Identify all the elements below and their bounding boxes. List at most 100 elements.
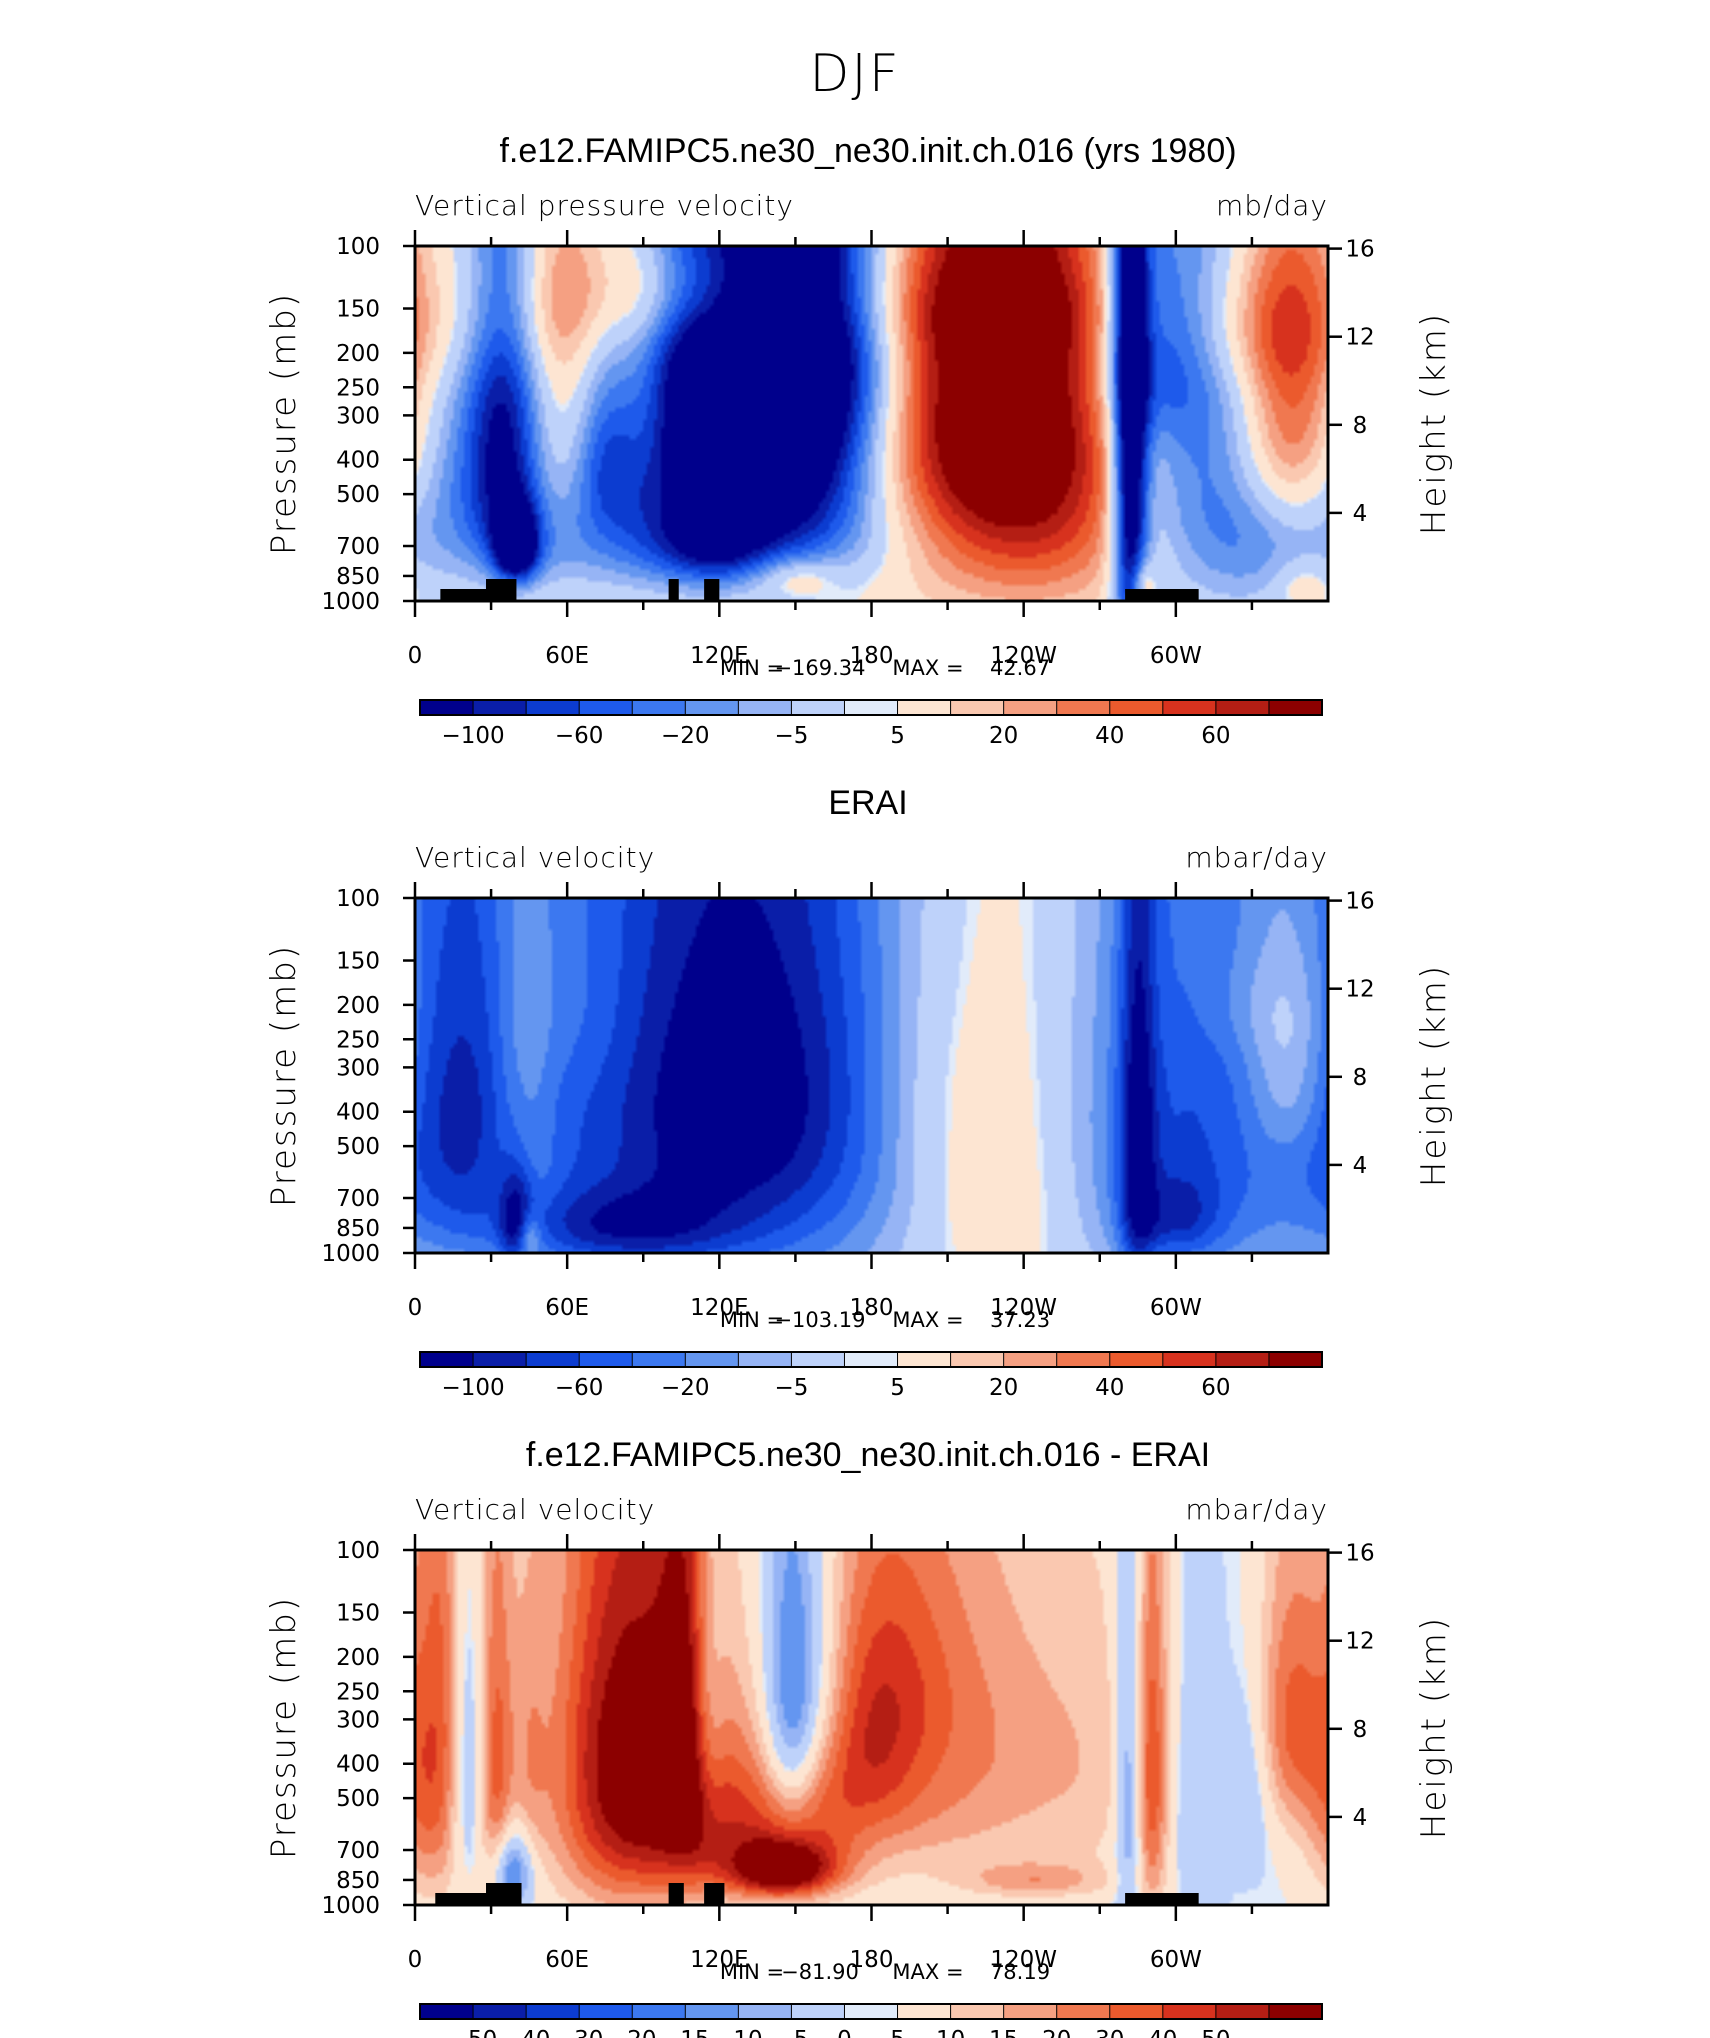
colorbar-swatch (525, 2003, 581, 2020)
x-tick-label: 60W (1150, 1295, 1202, 1321)
y-tick-label: 250 (336, 1027, 380, 1053)
y-tick-label: 200 (336, 993, 380, 1019)
colorbar-swatch (684, 1351, 740, 1368)
y-tick-label: 850 (336, 564, 380, 590)
max-label: MAX = (892, 1308, 963, 1332)
y-tick-label: 100 (336, 886, 380, 912)
colorbar-swatch (472, 1351, 528, 1368)
colorbar-label: 50 (1201, 2027, 1230, 2038)
colorbar-label: 30 (1095, 2027, 1124, 2038)
colorbar-swatch (525, 699, 581, 716)
colorbar-swatch (1215, 1351, 1270, 1368)
colorbar-swatch (684, 699, 740, 716)
colorbar-swatch (1056, 699, 1111, 716)
y-tick-label: 500 (336, 482, 380, 508)
y-tick-label: 100 (336, 1538, 380, 1564)
colorbar-frame (419, 699, 1323, 716)
x-tick-label: 180 (850, 1947, 894, 1973)
colorbar-swatch (950, 2003, 1005, 2020)
colorbar-label: −10 (714, 2027, 763, 2038)
colorbar-label: −5 (774, 1375, 808, 1401)
y2-tick-label: 4 (1353, 501, 1368, 527)
x-tick-label: 60E (545, 1295, 589, 1321)
colorbar-label: −15 (661, 2027, 710, 2038)
colorbar-swatch (1003, 1351, 1058, 1368)
y-tick-label: 300 (336, 1707, 380, 1733)
colorbar-swatch (843, 2003, 899, 2020)
y-tick-label: 100 (336, 234, 380, 260)
min-label: MIN = (720, 1308, 784, 1332)
colorbar-swatch (684, 2003, 740, 2020)
y-tick-label: 850 (336, 1216, 380, 1242)
y-tick-label: 400 (336, 448, 380, 474)
topography-mask (704, 579, 720, 601)
y2-tick-label: 12 (1345, 1629, 1374, 1655)
colorbar-swatch (1162, 1351, 1217, 1368)
y-tick-label: 150 (336, 949, 380, 975)
topography-mask (486, 1883, 522, 1905)
colorbar-frame (419, 2003, 1323, 2020)
colorbar-label: −20 (608, 2027, 657, 2038)
topography-mask (668, 1883, 684, 1905)
y-tick-label: 250 (336, 375, 380, 401)
y2-tick-label: 8 (1353, 1717, 1368, 1743)
contour-field-1 (415, 898, 1328, 1253)
colorbar-swatch (1268, 1351, 1323, 1368)
colorbar-label: 5 (890, 723, 905, 749)
y2-tick-label: 4 (1353, 1153, 1368, 1179)
colorbar-label: 40 (1148, 2027, 1177, 2038)
y-axis-title: Pressure (mb) (264, 944, 304, 1207)
colorbar-label: −30 (555, 2027, 604, 2038)
y2-tick-label: 16 (1345, 237, 1374, 263)
colorbar-swatch (419, 699, 475, 716)
panel-title-model: f.e12.FAMIPC5.ne30_ne30.init.ch.016 (yrs… (499, 132, 1237, 170)
y-tick-label: 700 (336, 534, 380, 560)
contour-field-2 (415, 1550, 1328, 1905)
y2-axis-title: Height (km) (1414, 312, 1454, 535)
right-label: mbar/day (1185, 1493, 1328, 1526)
y-tick-label: 500 (336, 1786, 380, 1812)
colorbar-label: 15 (989, 2027, 1018, 2038)
left-label: Vertical velocity (415, 1493, 655, 1526)
colorbar-label: 0 (837, 2027, 852, 2038)
y-tick-label: 500 (336, 1134, 380, 1160)
colorbar-frame (419, 1351, 1323, 1368)
x-tick-label: 60E (545, 643, 589, 669)
colorbar-swatch (525, 1351, 581, 1368)
colorbar-label: −60 (555, 723, 604, 749)
y2-tick-label: 12 (1345, 325, 1374, 351)
min-value: −103.19 (774, 1308, 865, 1332)
right-label: mb/day (1216, 189, 1328, 222)
topography-mask (1125, 589, 1199, 601)
x-tick-label: 60W (1150, 1947, 1202, 1973)
min-value: −81.90 (781, 1960, 859, 1984)
max-value: 42.67 (990, 656, 1050, 680)
left-label: Vertical pressure velocity (415, 189, 794, 222)
topography-mask (435, 1893, 489, 1905)
colorbar-swatch (578, 699, 634, 716)
colorbar-label: −20 (661, 1375, 710, 1401)
x-tick-label: 180 (850, 1295, 894, 1321)
colorbar-swatch (578, 2003, 634, 2020)
min-label: MIN = (720, 656, 784, 680)
left-label: Vertical velocity (415, 841, 655, 874)
y2-tick-label: 16 (1345, 1541, 1374, 1567)
colorbar-label: −60 (555, 1375, 604, 1401)
colorbar-label: 20 (989, 1375, 1018, 1401)
x-tick-label: 0 (408, 1295, 423, 1321)
panel-difference: 0 60E 120E 180 120W 60W1001502002503004005007… (264, 1493, 1454, 2038)
colorbar-swatch (843, 1351, 899, 1368)
colorbar-label: 20 (1042, 2027, 1071, 2038)
y2-tick-label: 8 (1353, 1065, 1368, 1091)
topography-mask (668, 579, 679, 601)
colorbar-label: 10 (936, 2027, 965, 2038)
colorbar-label: −50 (449, 2027, 498, 2038)
y-tick-label: 400 (336, 1100, 380, 1126)
colorbar-label: 40 (1095, 723, 1124, 749)
colorbar-label: 40 (1095, 1375, 1124, 1401)
topography-mask (440, 589, 499, 601)
x-tick-label: 60W (1150, 643, 1202, 669)
y-tick-label: 150 (336, 297, 380, 323)
